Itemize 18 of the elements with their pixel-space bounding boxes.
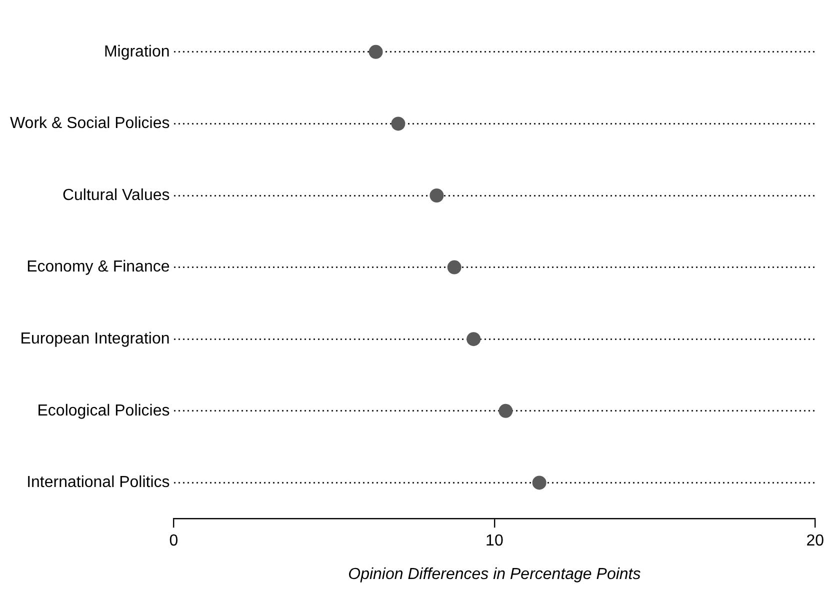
- x-tick-label: 10: [486, 532, 504, 550]
- y-tick-label: Migration: [104, 43, 170, 60]
- point: [368, 44, 383, 59]
- point: [532, 476, 546, 490]
- point: [466, 332, 481, 346]
- x-tick-label: 0: [169, 532, 178, 550]
- y-tick-label: Cultural Values: [62, 186, 170, 204]
- x-axis-title: Opinion Differences in Percentage Points: [348, 566, 641, 583]
- point: [498, 404, 513, 418]
- x-tick-label: 20: [806, 532, 824, 550]
- point: [447, 260, 462, 274]
- y-tick-label: Economy & Finance: [26, 258, 170, 276]
- y-tick-label: International Politics: [26, 474, 170, 492]
- y-tick-label: Ecological Policies: [37, 402, 170, 420]
- point: [391, 116, 406, 131]
- y-tick-label: Work & Social Policies: [10, 115, 170, 132]
- y-tick-label: European Integration: [20, 330, 170, 348]
- point: [430, 188, 444, 202]
